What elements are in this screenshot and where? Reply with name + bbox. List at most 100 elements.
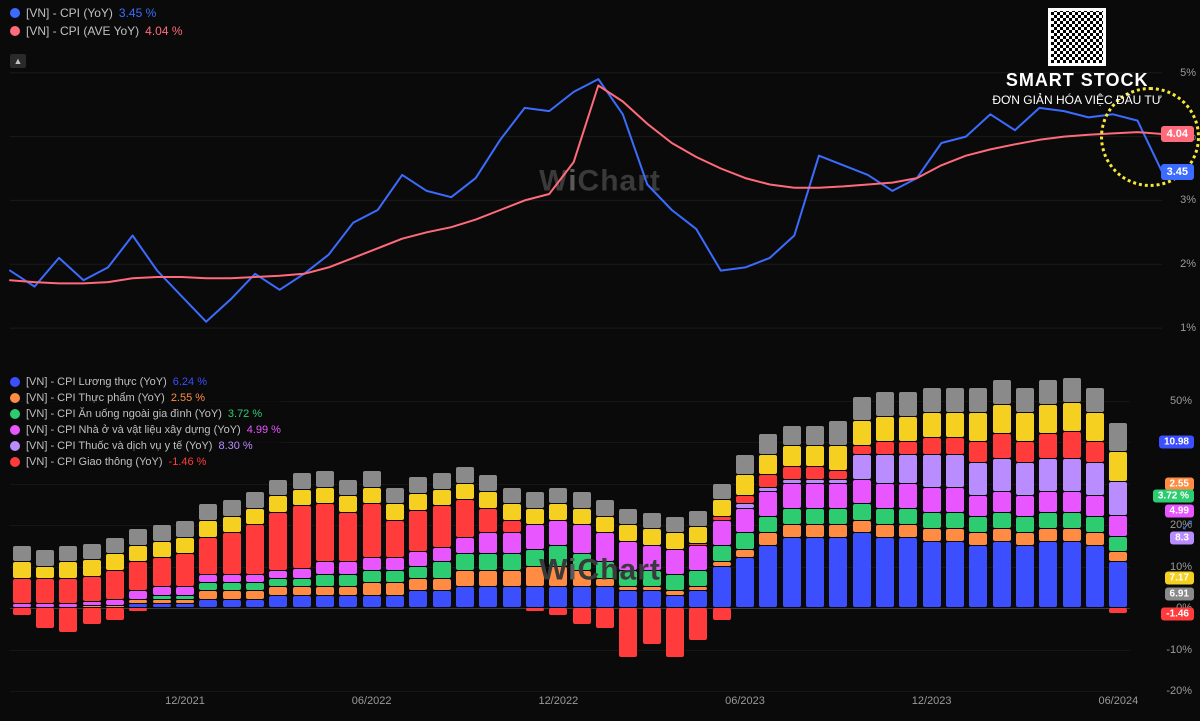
bar-segment[interactable] [713,484,731,500]
bar-segment[interactable] [199,521,217,537]
legend-row[interactable]: [VN] - CPI (AVE YoY) 4.04 % [10,24,183,38]
bar-segment[interactable] [246,583,264,590]
bar-segment[interactable] [806,467,824,478]
bar-segment[interactable] [1086,463,1104,495]
bar-segment[interactable] [946,542,964,607]
bar-segment[interactable] [479,509,497,533]
bar-segment[interactable] [923,413,941,437]
bar-segment[interactable] [456,467,474,483]
bar-segment[interactable] [736,509,754,533]
bar-segment[interactable] [176,554,194,586]
bar-segment[interactable] [619,608,637,657]
bar-segment[interactable] [1016,463,1034,495]
bar-segment[interactable] [433,473,451,489]
bar-segment[interactable] [876,538,894,607]
bar-segment[interactable] [689,591,707,607]
bar-segment[interactable] [1109,537,1127,551]
bar-segment[interactable] [363,471,381,487]
bar-segment[interactable] [969,442,987,462]
bar-segment[interactable] [176,604,194,607]
bar-segment[interactable] [923,455,941,487]
bar-segment[interactable] [969,496,987,516]
bar-segment[interactable] [643,529,661,545]
bar-segment[interactable] [853,504,871,520]
bar-segment[interactable] [829,471,847,478]
bar-segment[interactable] [619,571,637,587]
bar-segment[interactable] [759,492,777,516]
bar-segment[interactable] [433,591,451,607]
bar-segment[interactable] [1063,529,1081,540]
bar-segment[interactable] [993,529,1011,540]
bar-segment[interactable] [923,529,941,540]
bar-segment[interactable] [83,577,101,601]
bar-segment[interactable] [1039,380,1057,404]
bar-segment[interactable] [946,388,964,412]
bar-segment[interactable] [386,558,404,569]
bar-segment[interactable] [479,571,497,587]
bar-segment[interactable] [899,525,917,536]
bar-segment[interactable] [736,504,754,507]
bar-segment[interactable] [293,596,311,607]
bar-segment[interactable] [269,579,287,586]
bar-segment[interactable] [1016,496,1034,516]
bar-segment[interactable] [339,596,357,607]
bar-segment[interactable] [339,513,357,562]
bar-segment[interactable] [969,388,987,412]
bar-segment[interactable] [269,596,287,607]
bar-segment[interactable] [386,583,404,594]
bar-segment[interactable] [689,546,707,570]
bar-segment[interactable] [526,587,544,607]
bar-segment[interactable] [713,517,731,520]
bar-segment[interactable] [503,554,521,570]
bar-segment[interactable] [853,446,871,453]
bar-segment[interactable] [853,521,871,532]
bar-segment[interactable] [736,496,754,503]
bar-segment[interactable] [363,488,381,504]
bar-segment[interactable] [969,533,987,544]
bar-segment[interactable] [993,513,1011,529]
bar-segment[interactable] [876,455,894,483]
bar-segment[interactable] [83,606,101,607]
bar-segment[interactable] [1109,562,1127,607]
bar-segment[interactable] [549,587,567,607]
bar-segment[interactable] [386,488,404,504]
bar-segment[interactable] [1086,496,1104,516]
bar-segment[interactable] [573,554,591,570]
bar-segment[interactable] [433,579,451,590]
bar-segment[interactable] [549,608,567,615]
bar-segment[interactable] [409,511,427,551]
bar-segment[interactable] [316,488,334,504]
bar-segment[interactable] [339,575,357,586]
bar-segment[interactable] [643,571,661,587]
bar-segment[interactable] [199,504,217,520]
bar-segment[interactable] [293,579,311,586]
bar-segment[interactable] [13,546,31,562]
bar-segment[interactable] [783,467,801,478]
bar-segment[interactable] [783,525,801,536]
bar-segment[interactable] [1016,546,1034,607]
bar-segment[interactable] [759,488,777,491]
bar-segment[interactable] [759,475,777,486]
bar-segment[interactable] [666,608,684,657]
bar-segment[interactable] [619,542,637,570]
bar-segment[interactable] [269,587,287,594]
bar-segment[interactable] [549,546,567,566]
bar-segment[interactable] [339,496,357,512]
bar-segment[interactable] [573,571,591,587]
bar-segment[interactable] [269,496,287,512]
bar-segment[interactable] [316,596,334,607]
bar-segment[interactable] [853,533,871,607]
bar-segment[interactable] [176,596,194,599]
bar-segment[interactable] [666,517,684,533]
bar-segment[interactable] [993,380,1011,404]
bar-segment[interactable] [36,550,54,566]
bar-segment[interactable] [13,562,31,578]
bar-segment[interactable] [293,587,311,594]
bar-segment[interactable] [829,421,847,445]
bar-segment[interactable] [83,602,101,605]
bar-segment[interactable] [1109,516,1127,536]
bar-segment[interactable] [1063,459,1081,491]
bar-segment[interactable] [783,446,801,466]
bar-segment[interactable] [643,608,661,644]
bar-segment[interactable] [1016,442,1034,462]
